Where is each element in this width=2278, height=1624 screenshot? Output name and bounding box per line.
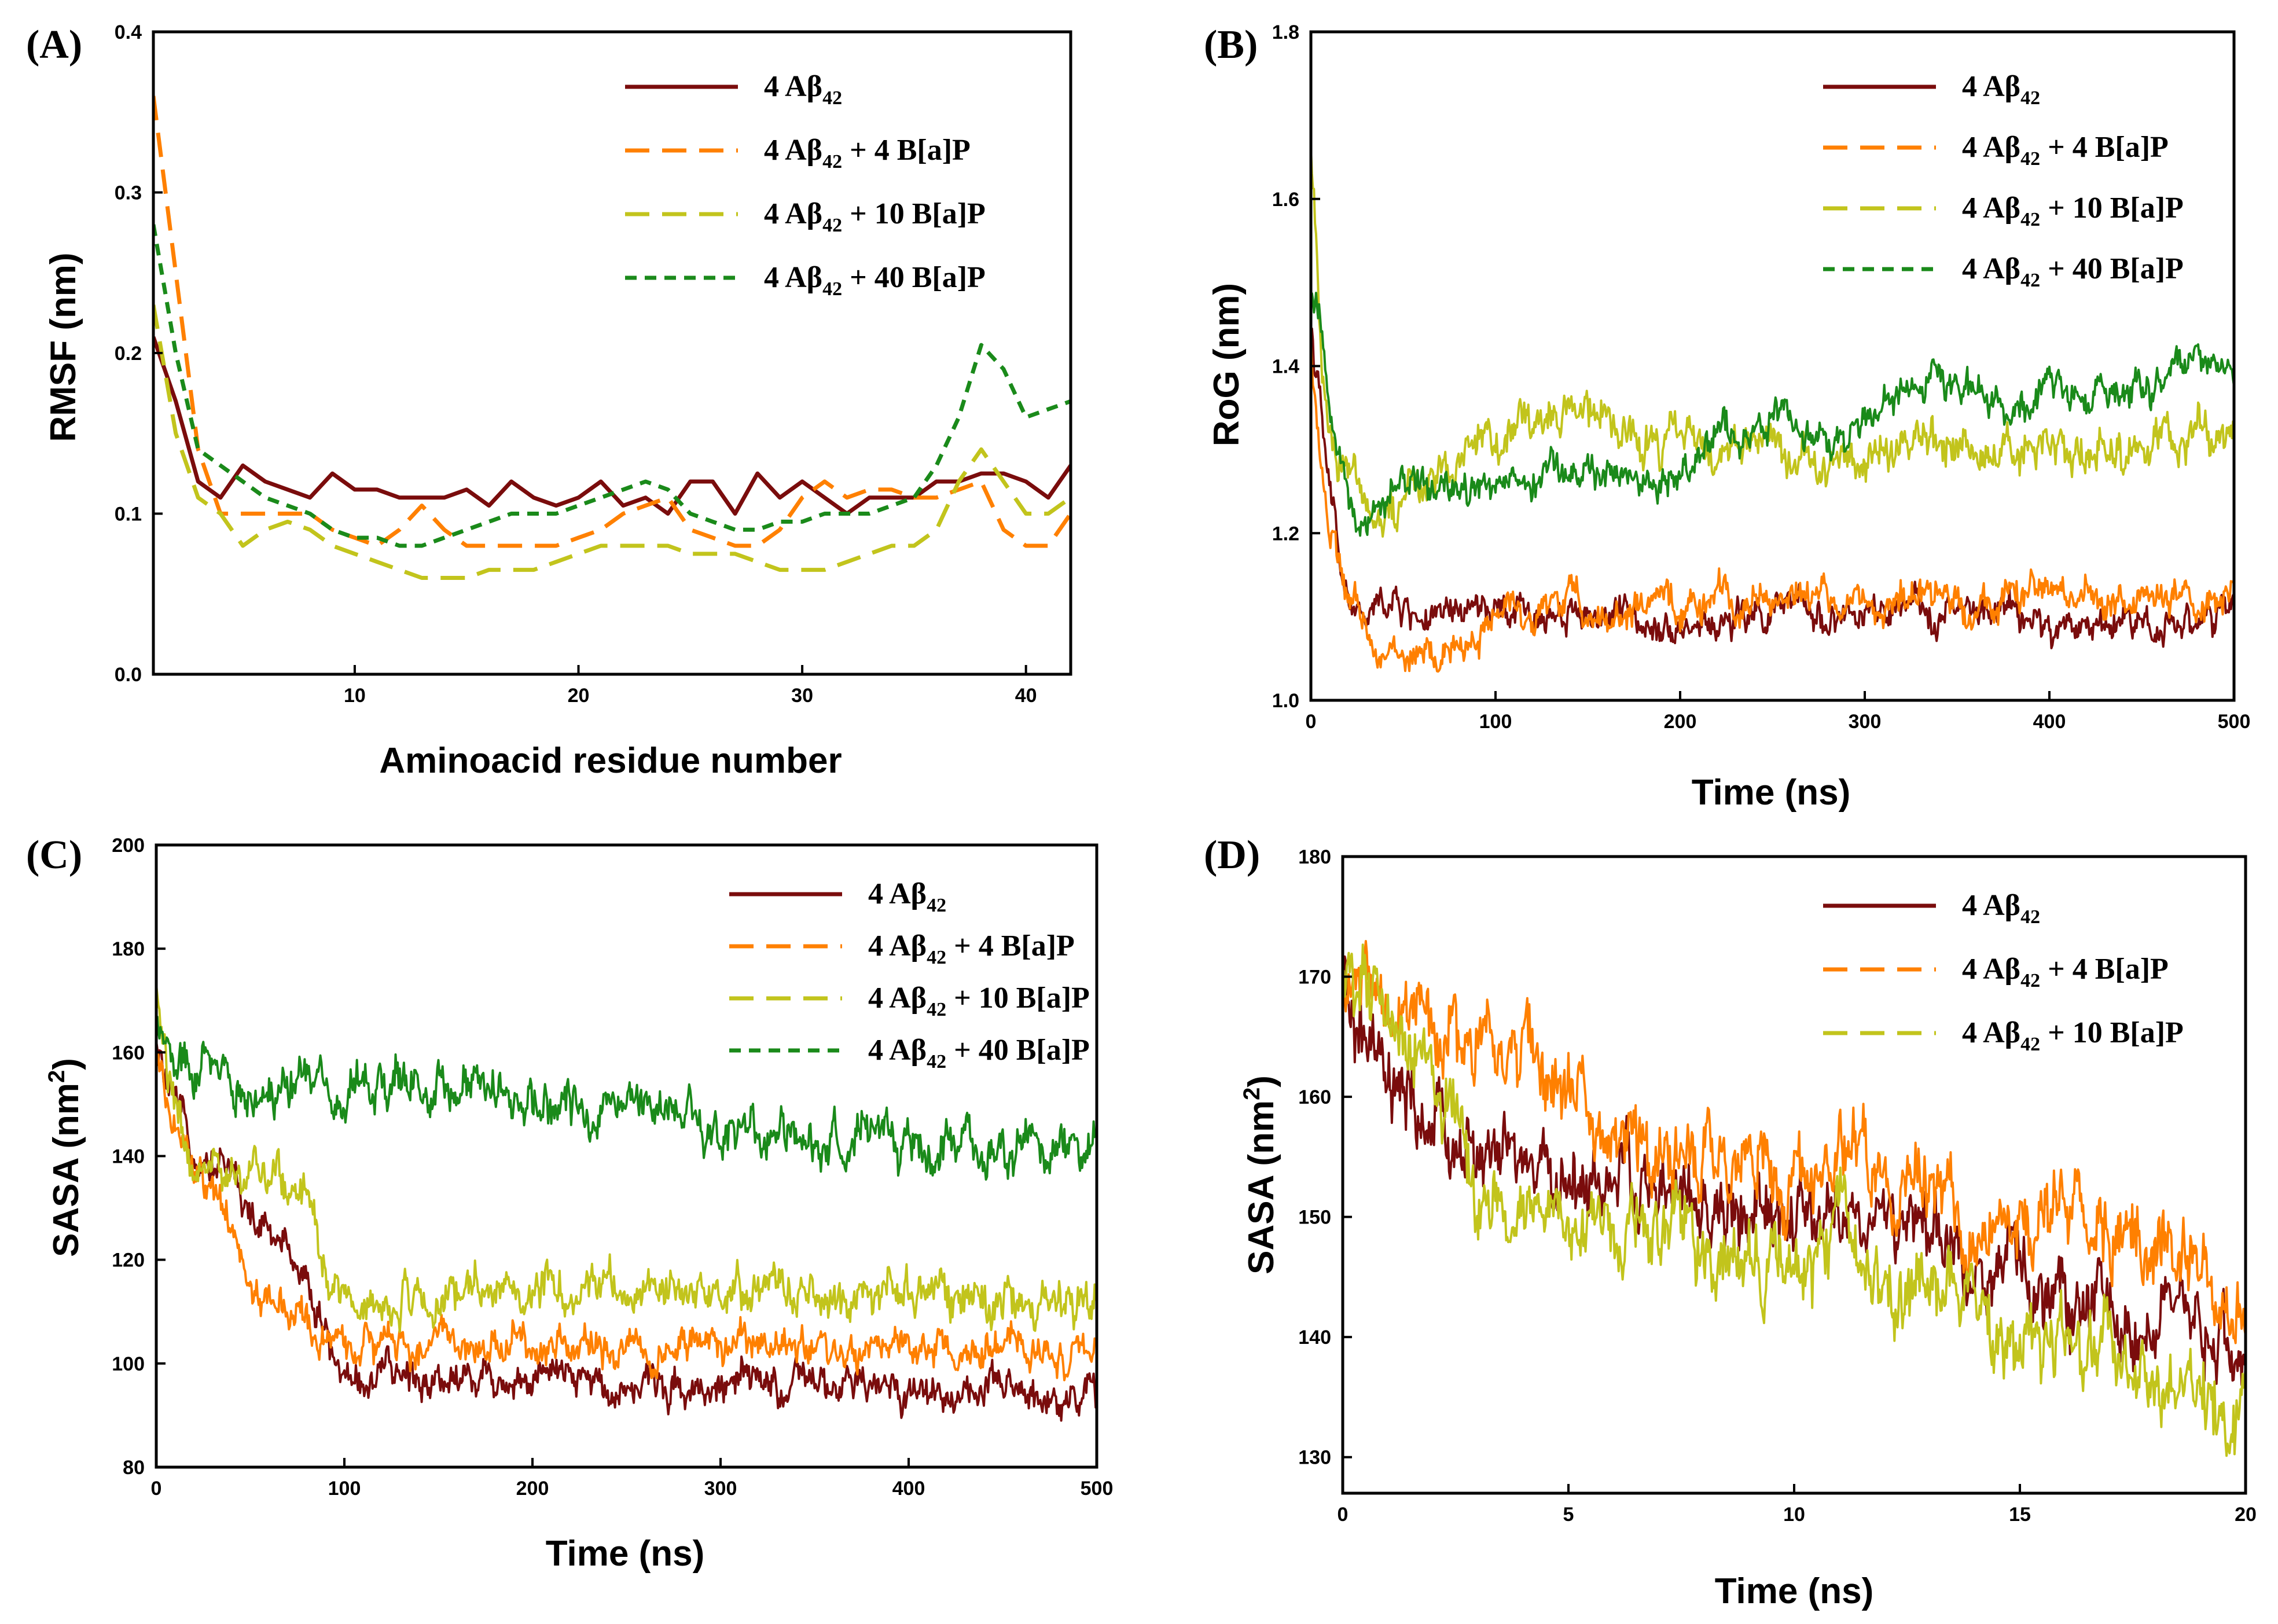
x-tick-label: 40 — [1015, 685, 1037, 707]
series-line-4 — [1311, 292, 2234, 537]
series-line-2 — [1311, 339, 2234, 673]
x-tick-label: 0 — [1338, 1504, 1349, 1526]
series-line-1 — [156, 1041, 1097, 1422]
panel-a: 10 20 30 40 0.0 0.1 0.2 0.3 0.4 (A) Aminoacid resi… — [26, 21, 1072, 781]
x-tick-label: 100 — [1479, 711, 1512, 733]
x-axis-label: Time (ns) — [1692, 773, 1850, 813]
legend-label: 4 Aβ42 + 4 B[a]P — [1962, 131, 2169, 170]
x-tick-label: 200 — [1664, 711, 1697, 733]
y-tick-label: 1.0 — [1272, 690, 1299, 712]
legend-label: 4 Aβ42 + 4 B[a]P — [764, 134, 971, 172]
x-tick-label: 200 — [516, 1478, 549, 1500]
series-line-2 — [153, 95, 1071, 548]
series-line-3 — [153, 304, 1071, 580]
x-tick-label: 10 — [1783, 1504, 1805, 1526]
y-tick-label: 160 — [112, 1042, 145, 1064]
y-tick-label: 1.4 — [1272, 356, 1299, 378]
y-tick-label: 180 — [1298, 846, 1331, 868]
x-tick-label: 20 — [568, 685, 590, 707]
legend-label: 4 Aβ42 + 10 B[a]P — [764, 197, 986, 236]
x-tick-label: 300 — [704, 1478, 737, 1500]
legend-label: 4 Aβ42 + 10 B[a]P — [868, 982, 1090, 1020]
y-tick-label: 80 — [123, 1457, 145, 1479]
x-tick-label: 500 — [2218, 711, 2251, 733]
series-line-3 — [156, 984, 1097, 1333]
legend-label: 4 Aβ42 — [1962, 889, 2040, 928]
legend-label: 4 Aβ42 + 4 B[a]P — [868, 929, 1075, 968]
panel-label: (A) — [26, 23, 82, 67]
x-tick-label: 20 — [2235, 1504, 2257, 1526]
y-axis-label: RoG (nm) — [1207, 283, 1247, 446]
y-tick-label: 150 — [1298, 1207, 1331, 1229]
series-line-4 — [156, 1015, 1097, 1181]
y-tick-label: 100 — [112, 1353, 145, 1375]
x-tick-label: 100 — [328, 1478, 361, 1500]
panel-label: (D) — [1204, 833, 1260, 877]
x-tick-label: 30 — [791, 685, 813, 707]
legend-label: 4 Aβ42 + 40 B[a]P — [868, 1034, 1090, 1072]
legend-label: 4 Aβ42 + 4 B[a]P — [1962, 953, 2169, 991]
series-line-3 — [1343, 943, 2246, 1457]
series-line-2 — [1343, 940, 2246, 1344]
series-line-3 — [1311, 148, 2234, 538]
x-tick-label: 5 — [1563, 1504, 1574, 1526]
legend-label: 4 Aβ42 + 10 B[a]P — [1962, 1016, 2184, 1055]
y-tick-label: 140 — [1298, 1327, 1331, 1349]
y-tick-label: 1.6 — [1272, 189, 1299, 211]
x-tick-label: 15 — [2009, 1504, 2031, 1526]
legend-label: 4 Aβ42 + 40 B[a]P — [1962, 252, 2184, 291]
panel-label: (B) — [1204, 23, 1258, 67]
x-tick-label: 300 — [1849, 711, 1882, 733]
y-tick-label: 0.1 — [115, 504, 142, 526]
series-line-1 — [153, 336, 1071, 516]
x-tick-label: 10 — [344, 685, 366, 707]
legend-label: 4 Aβ42 — [764, 70, 842, 109]
plot-frame — [152, 30, 1072, 676]
y-tick-label: 200 — [112, 835, 145, 857]
x-axis-label: Time (ns) — [1715, 1571, 1873, 1611]
y-tick-label: 0.2 — [115, 343, 142, 365]
y-tick-label: 1.2 — [1272, 523, 1299, 545]
x-tick-label: 500 — [1081, 1478, 1114, 1500]
x-axis-label: Aminoacid residue number — [379, 741, 842, 781]
x-tick-label: 400 — [2033, 711, 2066, 733]
legend-label: 4 Aβ42 + 10 B[a]P — [1962, 192, 2184, 230]
x-tick-label: 0 — [151, 1478, 162, 1500]
y-tick-label: 170 — [1298, 967, 1331, 989]
y-tick-label: 0.0 — [115, 664, 142, 686]
panel-b: 0 100 200 300 400 500 1.0 1.2 1.4 1.6 1.8 (B) Time (… — [1204, 21, 2250, 813]
y-tick-label: 0.3 — [115, 182, 142, 204]
legend-label: 4 Aβ42 — [868, 877, 946, 916]
y-tick-label: 0.4 — [115, 21, 142, 43]
panel-c: 0 100 200 300 400 500 80 100 120 140 160 180 200 (C) T… — [26, 833, 1113, 1574]
y-tick-label: 160 — [1298, 1086, 1331, 1108]
series-line-2 — [156, 1051, 1097, 1381]
y-axis-label: SASA (nm2) — [1239, 1075, 1281, 1274]
y-axis-label: RMSF (nm) — [43, 252, 83, 442]
y-tick-label: 1.8 — [1272, 21, 1299, 43]
x-axis-label: Time (ns) — [546, 1534, 704, 1574]
legend-label: 4 Aβ42 — [1962, 70, 2040, 109]
y-tick-label: 120 — [112, 1250, 145, 1272]
series-line-1 — [1343, 955, 2246, 1386]
x-tick-label: 400 — [892, 1478, 925, 1500]
series-line-4 — [153, 224, 1071, 548]
panel-d: 0 5 10 15 20 130 140 150 160 170 180 (D) Time (ns) SA… — [1204, 833, 2257, 1611]
y-tick-label: 140 — [112, 1146, 145, 1168]
y-tick-label: 130 — [1298, 1447, 1331, 1469]
x-tick-label: 0 — [1306, 711, 1317, 733]
legend-label: 4 Aβ42 + 40 B[a]P — [764, 261, 986, 300]
y-axis-label: SASA (nm2) — [44, 1058, 86, 1257]
y-tick-label: 180 — [112, 938, 145, 960]
panel-label: (C) — [26, 833, 82, 877]
